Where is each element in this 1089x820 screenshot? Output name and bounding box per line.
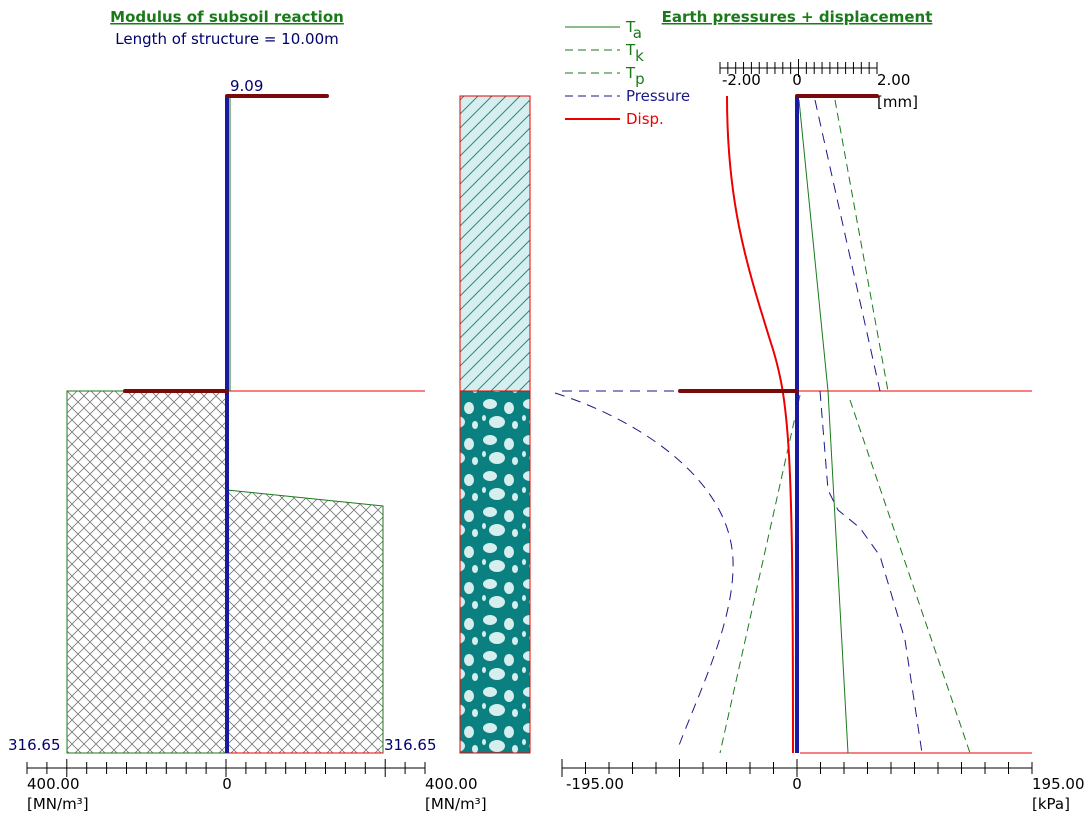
axis-unit: [kPa] <box>1032 795 1070 813</box>
left-subtitle: Length of structure = 10.00m <box>115 30 338 48</box>
soil-layer <box>459 95 531 392</box>
axis-label: 400.00 <box>27 775 80 793</box>
disp-line <box>726 95 794 754</box>
legend-text: Disp. <box>626 110 664 128</box>
modulus-region <box>226 489 384 754</box>
legend-sub: a <box>633 24 642 42</box>
tk-line <box>719 394 801 754</box>
value-label: 316.65 <box>384 736 437 754</box>
value-label: 9.09 <box>230 77 263 95</box>
pressure-line <box>819 390 923 754</box>
legend-sub: p <box>635 70 645 88</box>
legend-text: T <box>625 41 636 59</box>
pressure-line <box>554 392 734 749</box>
left-title: Modulus of subsoil reaction <box>110 8 344 26</box>
axis-unit: [MN/m³] <box>27 795 89 813</box>
tp-line <box>849 399 971 754</box>
axis-label: -195.00 <box>566 775 624 793</box>
legend-sub: k <box>635 47 644 65</box>
axis-label: 0 <box>792 775 802 793</box>
legend-label: Tk <box>625 41 644 65</box>
axis-label: 195.00 <box>1032 775 1085 793</box>
tp-line <box>834 99 889 392</box>
axis-label: -2.00 <box>722 71 761 89</box>
legend-label: Pressure <box>626 87 690 105</box>
value-label: 316.65 <box>8 736 61 754</box>
legend-label: Disp. <box>626 110 664 128</box>
ta-line <box>798 99 849 754</box>
legend-label: Ta <box>625 18 642 42</box>
legend-text: Pressure <box>626 87 690 105</box>
axis-label: 400.00 <box>425 775 478 793</box>
axis-label: 2.00 <box>877 71 910 89</box>
axis-label: 0 <box>792 71 802 89</box>
pressure-line <box>814 99 881 392</box>
legend-text: T <box>625 64 636 82</box>
legend-label: Tp <box>625 64 645 88</box>
modulus-region <box>66 390 228 754</box>
soil-layer <box>459 390 531 754</box>
axis-unit: [MN/m³] <box>425 795 487 813</box>
legend-text: T <box>625 18 636 36</box>
right-title: Earth pressures + displacement <box>662 8 933 26</box>
axis-label: 0 <box>222 775 232 793</box>
axis-unit: [mm] <box>877 93 918 111</box>
